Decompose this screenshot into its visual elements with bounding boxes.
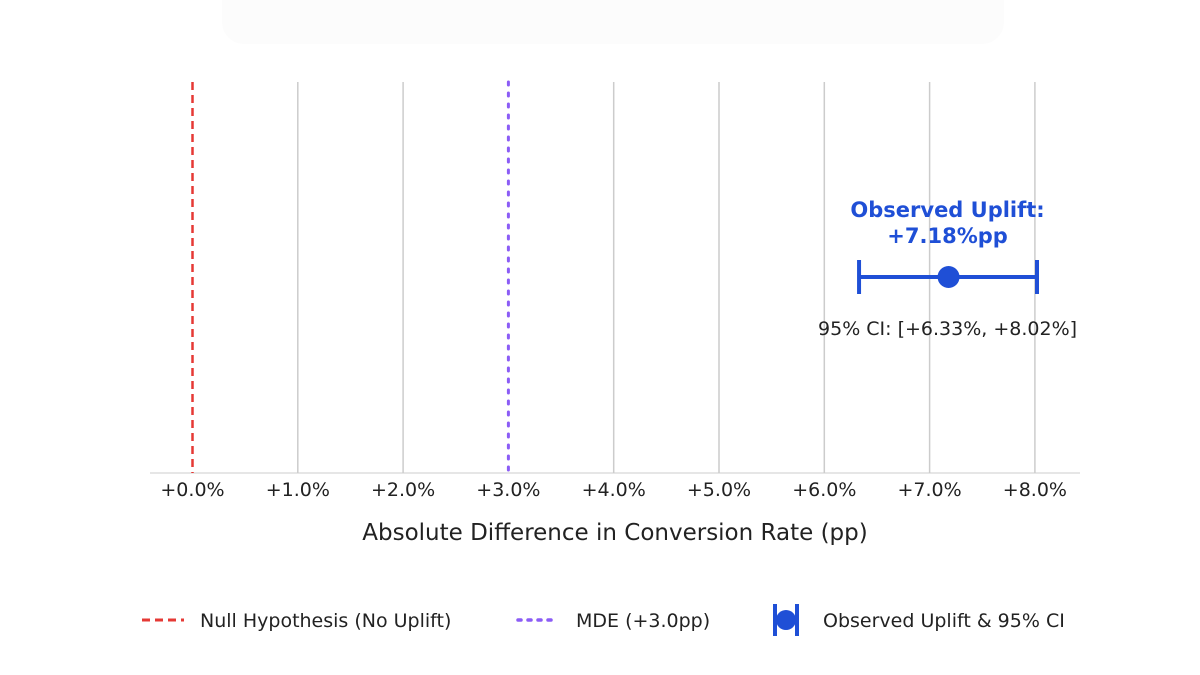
x-tick-label: +6.0% bbox=[792, 479, 856, 501]
annotation-title-line2: +7.18%pp bbox=[887, 224, 1008, 248]
annotation-title-line1: Observed Uplift: bbox=[850, 198, 1044, 222]
x-tick-label: +3.0% bbox=[476, 479, 540, 501]
x-tick-label: +8.0% bbox=[1003, 479, 1067, 501]
title-area bbox=[222, 0, 1004, 44]
legend-item-mde: MDE (+3.0pp) bbox=[516, 610, 710, 632]
legend-item-observed: Observed Uplift & 95% CI bbox=[773, 604, 1065, 636]
x-tick-label: +1.0% bbox=[266, 479, 330, 501]
x-tick-labels: +0.0% +1.0% +2.0% +3.0% +4.0% +5.0% +6.0% +7.0%… bbox=[160, 479, 1067, 501]
x-axis-label: Absolute Difference in Conversion Rate (… bbox=[362, 520, 867, 546]
observed-uplift-point bbox=[937, 266, 960, 288]
x-tick-label: +0.0% bbox=[160, 479, 224, 501]
x-tick-label: +7.0% bbox=[897, 479, 961, 501]
legend-observed-swatch bbox=[773, 604, 799, 636]
legend-point bbox=[776, 610, 796, 630]
legend-item-null: Null Hypothesis (No Uplift) bbox=[142, 610, 451, 632]
legend-observed-label: Observed Uplift & 95% CI bbox=[823, 610, 1065, 632]
observed-uplift-marker bbox=[857, 260, 1040, 294]
legend-mde-label: MDE (+3.0pp) bbox=[576, 610, 710, 632]
x-tick-label: +2.0% bbox=[371, 479, 435, 501]
annotation-ci-text: 95% CI: [+6.33%, +8.02%] bbox=[818, 318, 1077, 340]
legend: Null Hypothesis (No Uplift) MDE (+3.0pp)… bbox=[142, 604, 1065, 636]
reference-lines bbox=[191, 80, 510, 475]
legend-null-label: Null Hypothesis (No Uplift) bbox=[200, 610, 451, 632]
x-tick-label: +5.0% bbox=[687, 479, 751, 501]
x-tick-label: +4.0% bbox=[582, 479, 646, 501]
